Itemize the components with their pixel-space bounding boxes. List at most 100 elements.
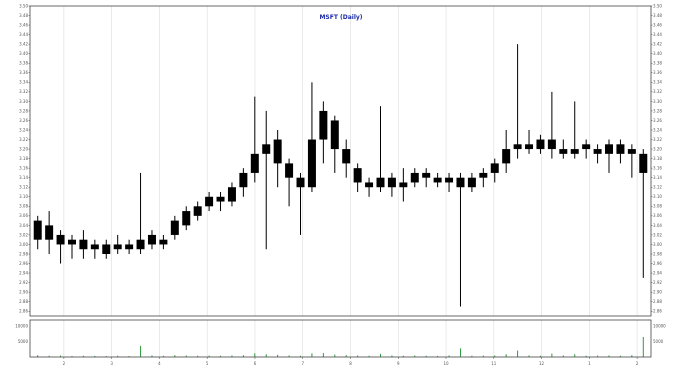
- price-tick-label: 3.28: [19, 108, 28, 113]
- price-tick-label: 3.46: [19, 22, 28, 27]
- x-tick-label: 12: [539, 361, 545, 366]
- candle-body: [147, 234, 156, 245]
- price-tick-label: 3.36: [19, 70, 28, 75]
- candle-body: [227, 187, 236, 202]
- candle-body: [262, 144, 271, 154]
- candle-body: [365, 182, 374, 188]
- price-tick-label: 3.10: [653, 194, 662, 199]
- price-tick-label: 3.34: [653, 80, 662, 85]
- x-tick-label: 11: [491, 361, 497, 366]
- x-tick-label: 2: [63, 361, 66, 366]
- price-tick-label: 3.44: [19, 32, 28, 37]
- grid-lines: [63, 6, 638, 357]
- price-tick-label: 2.96: [653, 261, 662, 266]
- price-tick-label: 3.38: [19, 61, 28, 66]
- x-tick-label: 9: [397, 361, 400, 366]
- candle-body: [159, 239, 168, 245]
- price-tick-label: 3.00: [653, 242, 662, 247]
- candle-body: [102, 244, 111, 254]
- candle-body: [125, 244, 134, 250]
- price-tick-label: 2.92: [653, 280, 662, 285]
- volume-tick-label: 10000: [653, 324, 666, 329]
- candle-body: [502, 149, 511, 164]
- volume-tick-label: 5000: [653, 339, 664, 344]
- price-tick-label: 3.02: [653, 232, 662, 237]
- candle-body: [422, 172, 431, 178]
- x-tick-label: 1: [588, 361, 591, 366]
- x-tick-label: 10: [443, 361, 449, 366]
- price-tick-label: 3.06: [19, 213, 28, 218]
- price-tick-label: 3.50: [19, 3, 28, 8]
- price-tick-label: 3.42: [19, 42, 28, 47]
- candle-body: [570, 149, 579, 154]
- price-tick-label: 2.94: [653, 270, 662, 275]
- price-tick-label: 3.12: [19, 185, 28, 190]
- candle-body: [399, 182, 408, 188]
- x-tick-label: 2: [636, 361, 639, 366]
- price-tick-label: 3.26: [19, 118, 28, 123]
- candle-body: [445, 177, 454, 183]
- price-tick-label: 2.96: [19, 261, 28, 266]
- candle-body: [136, 239, 145, 250]
- price-tick-label: 2.94: [19, 270, 28, 275]
- x-tick-label: 4: [158, 361, 161, 366]
- candle-body: [285, 163, 294, 178]
- price-tick-label: 2.88: [653, 299, 662, 304]
- price-tick-label: 3.30: [19, 99, 28, 104]
- price-tick-label: 3.18: [19, 156, 28, 161]
- price-tick-label: 3.34: [19, 80, 28, 85]
- price-tick-label: 3.24: [653, 127, 662, 132]
- candle-body: [593, 149, 602, 154]
- price-tick-label: 3.24: [19, 127, 28, 132]
- price-tick-label: 3.20: [653, 146, 662, 151]
- candle-body: [79, 239, 88, 250]
- price-panel-frame: [29, 5, 652, 317]
- price-tick-label: 3.08: [653, 204, 662, 209]
- price-tick-label: 3.12: [653, 185, 662, 190]
- price-tick-label: 2.98: [653, 251, 662, 256]
- price-tick-label: 3.38: [653, 61, 662, 66]
- candle-body: [182, 211, 191, 226]
- price-tick-label: 3.32: [653, 89, 662, 94]
- price-tick-label: 3.14: [653, 175, 662, 180]
- price-tick-label: 3.20: [19, 146, 28, 151]
- candle-body: [433, 177, 442, 183]
- candle-body: [479, 172, 488, 178]
- price-tick-label: 3.46: [653, 22, 662, 27]
- price-tick-label: 3.02: [19, 232, 28, 237]
- price-tick-label: 3.14: [19, 175, 28, 180]
- candle-body: [376, 177, 385, 188]
- candle-body: [193, 206, 202, 216]
- candlestick-series: [33, 44, 648, 307]
- candle-body: [605, 144, 614, 154]
- left-volume-axis: 10000 5000: [15, 324, 28, 344]
- price-tick-label: 2.86: [19, 309, 28, 314]
- volume-tick-label: 5000: [18, 339, 29, 344]
- price-tick-label: 3.10: [19, 194, 28, 199]
- candle-body: [307, 139, 316, 188]
- candle-body: [56, 234, 65, 245]
- candle-body: [342, 149, 351, 164]
- price-tick-label: 3.48: [19, 13, 28, 18]
- price-tick-label: 3.44: [653, 32, 662, 37]
- price-tick-label: 3.22: [19, 137, 28, 142]
- price-tick-label: 3.28: [653, 108, 662, 113]
- price-tick-label: 2.90: [653, 290, 662, 295]
- candle-body: [639, 153, 648, 173]
- candle-body: [170, 220, 179, 235]
- candle-body: [582, 144, 591, 150]
- candle-body: [547, 139, 556, 150]
- price-tick-label: 3.18: [653, 156, 662, 161]
- candle-body: [410, 172, 419, 183]
- price-tick-label: 3.04: [653, 223, 662, 228]
- x-tick-label: 6: [254, 361, 257, 366]
- candle-body: [536, 139, 545, 150]
- price-tick-label: 2.98: [19, 251, 28, 256]
- price-tick-label: 3.22: [653, 137, 662, 142]
- price-tick-label: 3.08: [19, 204, 28, 209]
- candle-body: [467, 177, 476, 188]
- candle-body: [616, 144, 625, 154]
- left-price-axis: 3.50 3.48 3.46 3.44 3.42 3.40 3.38 3.36 3.34 3.32…: [19, 3, 30, 314]
